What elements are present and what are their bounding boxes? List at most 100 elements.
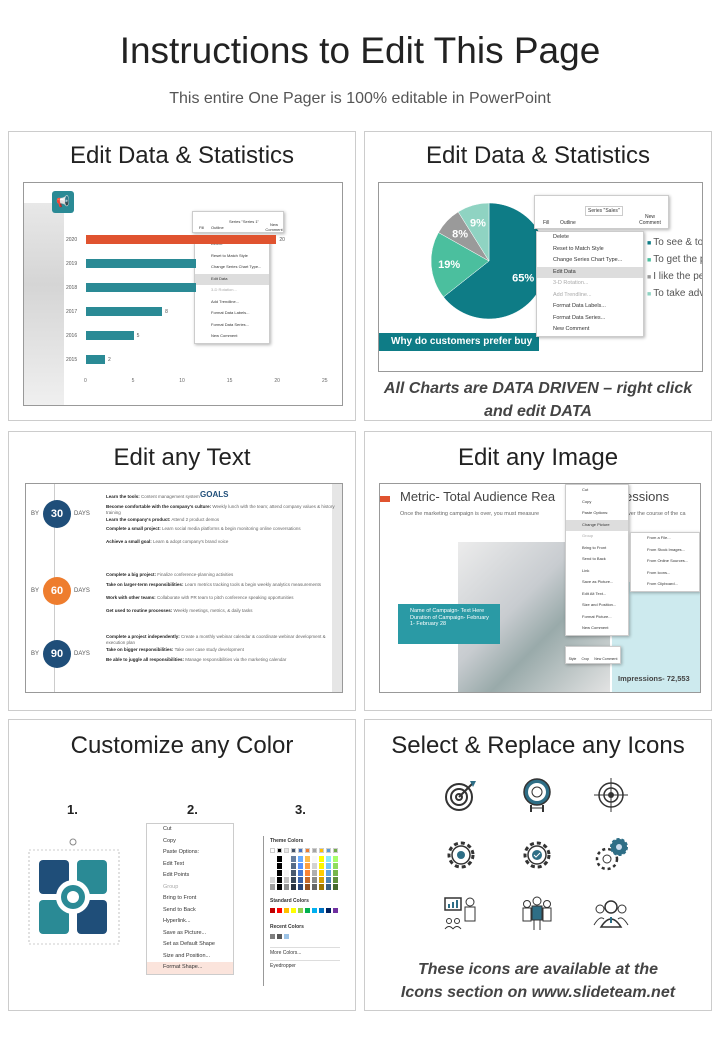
color-swatch[interactable]: [333, 908, 338, 913]
color-shade[interactable]: [305, 877, 310, 883]
color-swatch[interactable]: [305, 908, 310, 913]
goal-item[interactable]: Complete a big project: Finalize confere…: [106, 572, 336, 578]
color-swatch[interactable]: [284, 934, 289, 939]
color-shade[interactable]: [333, 884, 338, 890]
menu-item[interactable]: Format Picture...: [582, 613, 612, 619]
menu-item[interactable]: Add Trendline...: [211, 298, 240, 304]
color-shade[interactable]: [312, 863, 317, 869]
color-shade[interactable]: [291, 884, 296, 890]
color-shade[interactable]: [284, 877, 289, 883]
goal-item[interactable]: Learn the tools: Content management syst…: [106, 494, 336, 500]
menu-item[interactable]: From Clipboard...: [647, 581, 678, 586]
color-swatch[interactable]: [270, 848, 275, 853]
color-shade[interactable]: [298, 863, 303, 869]
color-shade[interactable]: [333, 877, 338, 883]
new-comment-button[interactable]: New Comment: [639, 214, 661, 226]
color-swatch[interactable]: [270, 934, 275, 939]
color-shade[interactable]: [312, 870, 317, 876]
menu-item[interactable]: Send to Back: [582, 556, 606, 561]
color-shade[interactable]: [312, 856, 317, 862]
menu-item[interactable]: Reset to Match Style: [211, 252, 248, 258]
color-swatch[interactable]: [333, 848, 338, 853]
color-shade[interactable]: [284, 863, 289, 869]
color-shade[interactable]: [333, 870, 338, 876]
color-shade[interactable]: [319, 863, 324, 869]
color-shade[interactable]: [319, 877, 324, 883]
color-shade[interactable]: [298, 884, 303, 890]
mini-toolbar-button[interactable]: Crop: [581, 657, 590, 661]
series-select[interactable]: Series "Sales": [585, 206, 623, 216]
menu-item[interactable]: Edit Data: [537, 266, 643, 278]
menu-item[interactable]: Send to Back: [163, 906, 196, 913]
gears-icon[interactable]: [593, 837, 629, 873]
menu-item[interactable]: Reset to Match Style: [553, 245, 604, 252]
color-swatch[interactable]: [291, 908, 296, 913]
menu-item[interactable]: Edit Text: [163, 860, 184, 867]
menu-item[interactable]: New Comment: [553, 326, 590, 332]
menu-item[interactable]: Format Data Series...: [211, 321, 250, 327]
color-shade[interactable]: [298, 856, 303, 862]
menu-item[interactable]: From Stock Images...: [647, 546, 686, 552]
fill-button[interactable]: Fill: [543, 220, 550, 226]
menu-item[interactable]: Save as Picture...: [582, 579, 614, 584]
menu-item[interactable]: Set as Default Shape: [163, 941, 215, 947]
menu-item[interactable]: Change Series Chart Type...: [211, 264, 262, 269]
new-comment-button[interactable]: New Comment: [265, 222, 283, 232]
color-shade[interactable]: [291, 856, 296, 862]
goal-item[interactable]: Be able to juggle all responsibilities: …: [106, 657, 336, 663]
outline-button[interactable]: Outline: [560, 220, 576, 226]
menu-item[interactable]: From Icons...: [647, 569, 671, 575]
menu-item[interactable]: Bring to Front: [582, 544, 607, 550]
color-swatch[interactable]: [326, 848, 331, 853]
color-shade[interactable]: [333, 856, 338, 862]
color-swatch[interactable]: [270, 908, 275, 913]
color-swatch[interactable]: [277, 934, 282, 939]
color-swatch[interactable]: [326, 908, 331, 913]
menu-item[interactable]: Copy: [163, 837, 176, 844]
bar[interactable]: [86, 355, 106, 364]
menu-item[interactable]: Copy: [582, 498, 592, 504]
bar[interactable]: [86, 331, 134, 340]
color-shade[interactable]: [298, 877, 303, 883]
menu-item[interactable]: Paste Options:: [582, 510, 609, 515]
mini-toolbar-button[interactable]: New Comment: [594, 657, 618, 661]
menu-item[interactable]: Add Trendline...: [553, 291, 592, 298]
menu-item[interactable]: Link: [582, 567, 590, 573]
menu-item[interactable]: 3-D Rotation...: [211, 287, 237, 292]
menu-item[interactable]: Change Picture: [566, 519, 628, 531]
color-swatch[interactable]: [284, 908, 289, 913]
color-swatch[interactable]: [277, 848, 282, 853]
goal-item[interactable]: Take on bigger responsibilities: Take ov…: [106, 647, 336, 653]
bar[interactable]: [86, 259, 196, 268]
goal-item[interactable]: Become comfortable with the company's cu…: [106, 504, 336, 516]
color-shade[interactable]: [326, 884, 331, 890]
color-shade[interactable]: [305, 856, 310, 862]
menu-item[interactable]: Format Data Series...: [553, 314, 606, 321]
goal-item[interactable]: Complete a project independently: Create…: [106, 634, 336, 646]
menu-item[interactable]: Change Series Chart Type...: [553, 257, 623, 263]
color-shade[interactable]: [291, 870, 296, 876]
menu-item[interactable]: Paste Options:: [163, 849, 200, 855]
archery-target-icon[interactable]: [519, 777, 555, 813]
color-shade[interactable]: [312, 884, 317, 890]
menu-item[interactable]: Bring to Front: [163, 895, 197, 901]
pie-slice[interactable]: [457, 202, 490, 262]
menu-item[interactable]: From Online Sources...: [647, 558, 689, 563]
color-shade[interactable]: [270, 877, 275, 883]
color-swatch[interactable]: [312, 908, 317, 913]
color-shade[interactable]: [319, 870, 324, 876]
menu-item[interactable]: Size and Position...: [163, 952, 211, 959]
menu-item[interactable]: New Comment: [582, 625, 609, 630]
color-shade[interactable]: [305, 863, 310, 869]
color-shade[interactable]: [326, 856, 331, 862]
color-swatch[interactable]: [298, 908, 303, 913]
color-shade[interactable]: [333, 863, 338, 869]
menu-item[interactable]: Hyperlink...: [163, 918, 191, 924]
bar[interactable]: [86, 235, 277, 244]
color-swatch[interactable]: [277, 908, 282, 913]
color-swatch[interactable]: [312, 848, 317, 853]
color-shade[interactable]: [284, 856, 289, 862]
gear-check-icon[interactable]: [519, 837, 555, 873]
color-shade[interactable]: [270, 870, 275, 876]
group-icon[interactable]: [593, 895, 629, 931]
